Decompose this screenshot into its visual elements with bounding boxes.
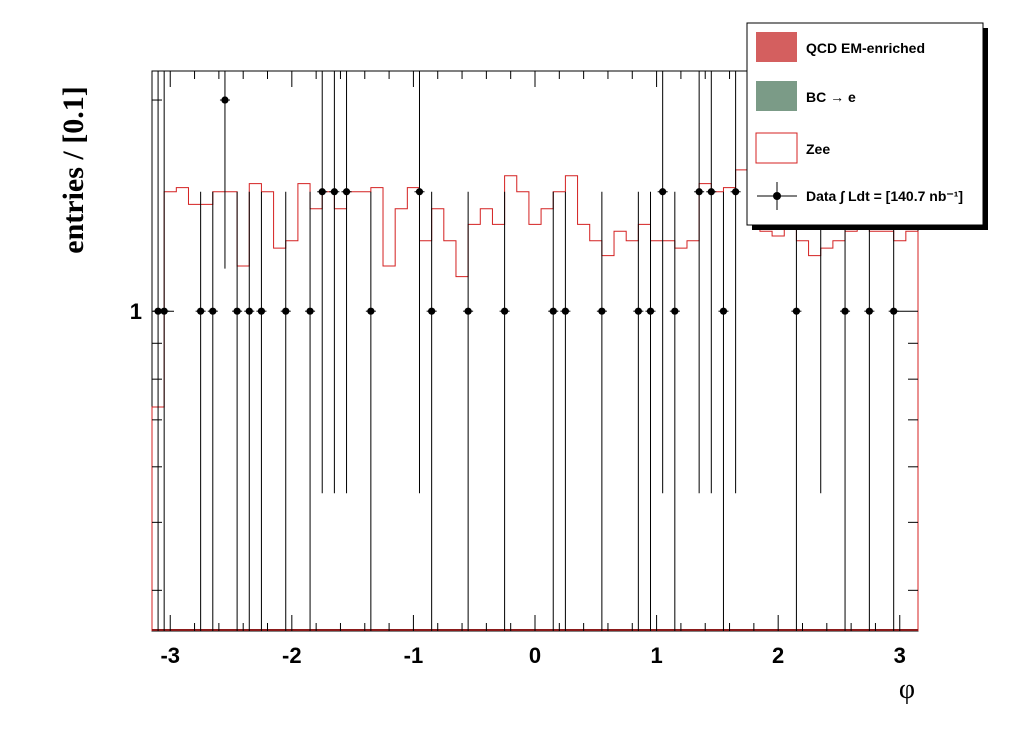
axes: -3 -2 -1 0 1 2 3 1 (130, 71, 918, 668)
data-series (153, 71, 899, 631)
data-point (890, 307, 898, 315)
x-axis-label: φ (899, 674, 915, 705)
data-point (659, 188, 667, 196)
data-point (792, 307, 801, 315)
data-point (464, 307, 472, 315)
x-tick-label: 1 (650, 643, 662, 668)
zee-histogram-line (151, 169, 919, 631)
x-tick-label: -1 (404, 643, 424, 668)
legend-swatch-bc (756, 81, 797, 111)
legend-swatch-qcd (756, 32, 797, 62)
data-point (330, 188, 338, 196)
zee-series (151, 169, 919, 631)
data-point (865, 307, 873, 315)
legend-swatch-zee (755, 132, 798, 164)
x-tick-label: -2 (282, 643, 302, 668)
y-tick-label: 1 (130, 299, 142, 324)
legend-label-data: Data ∫ Ldt = [140.7 nb⁻¹] (806, 188, 963, 205)
legend-label-qcd: QCD EM-enriched (806, 40, 925, 56)
data-point (841, 307, 849, 315)
data-point (367, 307, 375, 315)
data-point (671, 307, 679, 315)
data-point (707, 188, 715, 196)
y-axis-label: entries / [0.1] (57, 86, 90, 253)
data-point (221, 96, 229, 104)
data-point (197, 307, 205, 315)
data-point (646, 307, 655, 315)
data-point (561, 307, 569, 315)
data-point (342, 188, 351, 196)
x-tick-label: 3 (894, 643, 906, 668)
data-point (598, 307, 606, 315)
x-tick-label: 2 (772, 643, 784, 668)
data-point (415, 188, 424, 196)
data-point (257, 307, 266, 315)
data-point (719, 307, 728, 315)
data-point (306, 307, 314, 315)
legend-label-zee: Zee (806, 141, 830, 157)
x-tick-label: -3 (160, 643, 180, 668)
data-point (695, 188, 703, 196)
data-point (549, 307, 557, 315)
data-point (428, 307, 436, 315)
data-point (209, 307, 217, 315)
legend-marker-data (773, 192, 781, 200)
legend: QCD EM-enriched BC → e Zee Data ∫ Ldt = … (746, 22, 988, 230)
data-point (245, 307, 253, 315)
data-point (634, 307, 642, 315)
data-point (282, 307, 290, 315)
x-tick-label: 0 (529, 643, 541, 668)
legend-label-bc: BC → e (806, 89, 856, 105)
data-point (318, 188, 326, 196)
data-point (732, 188, 740, 196)
data-point (501, 307, 509, 315)
data-point (233, 307, 241, 315)
